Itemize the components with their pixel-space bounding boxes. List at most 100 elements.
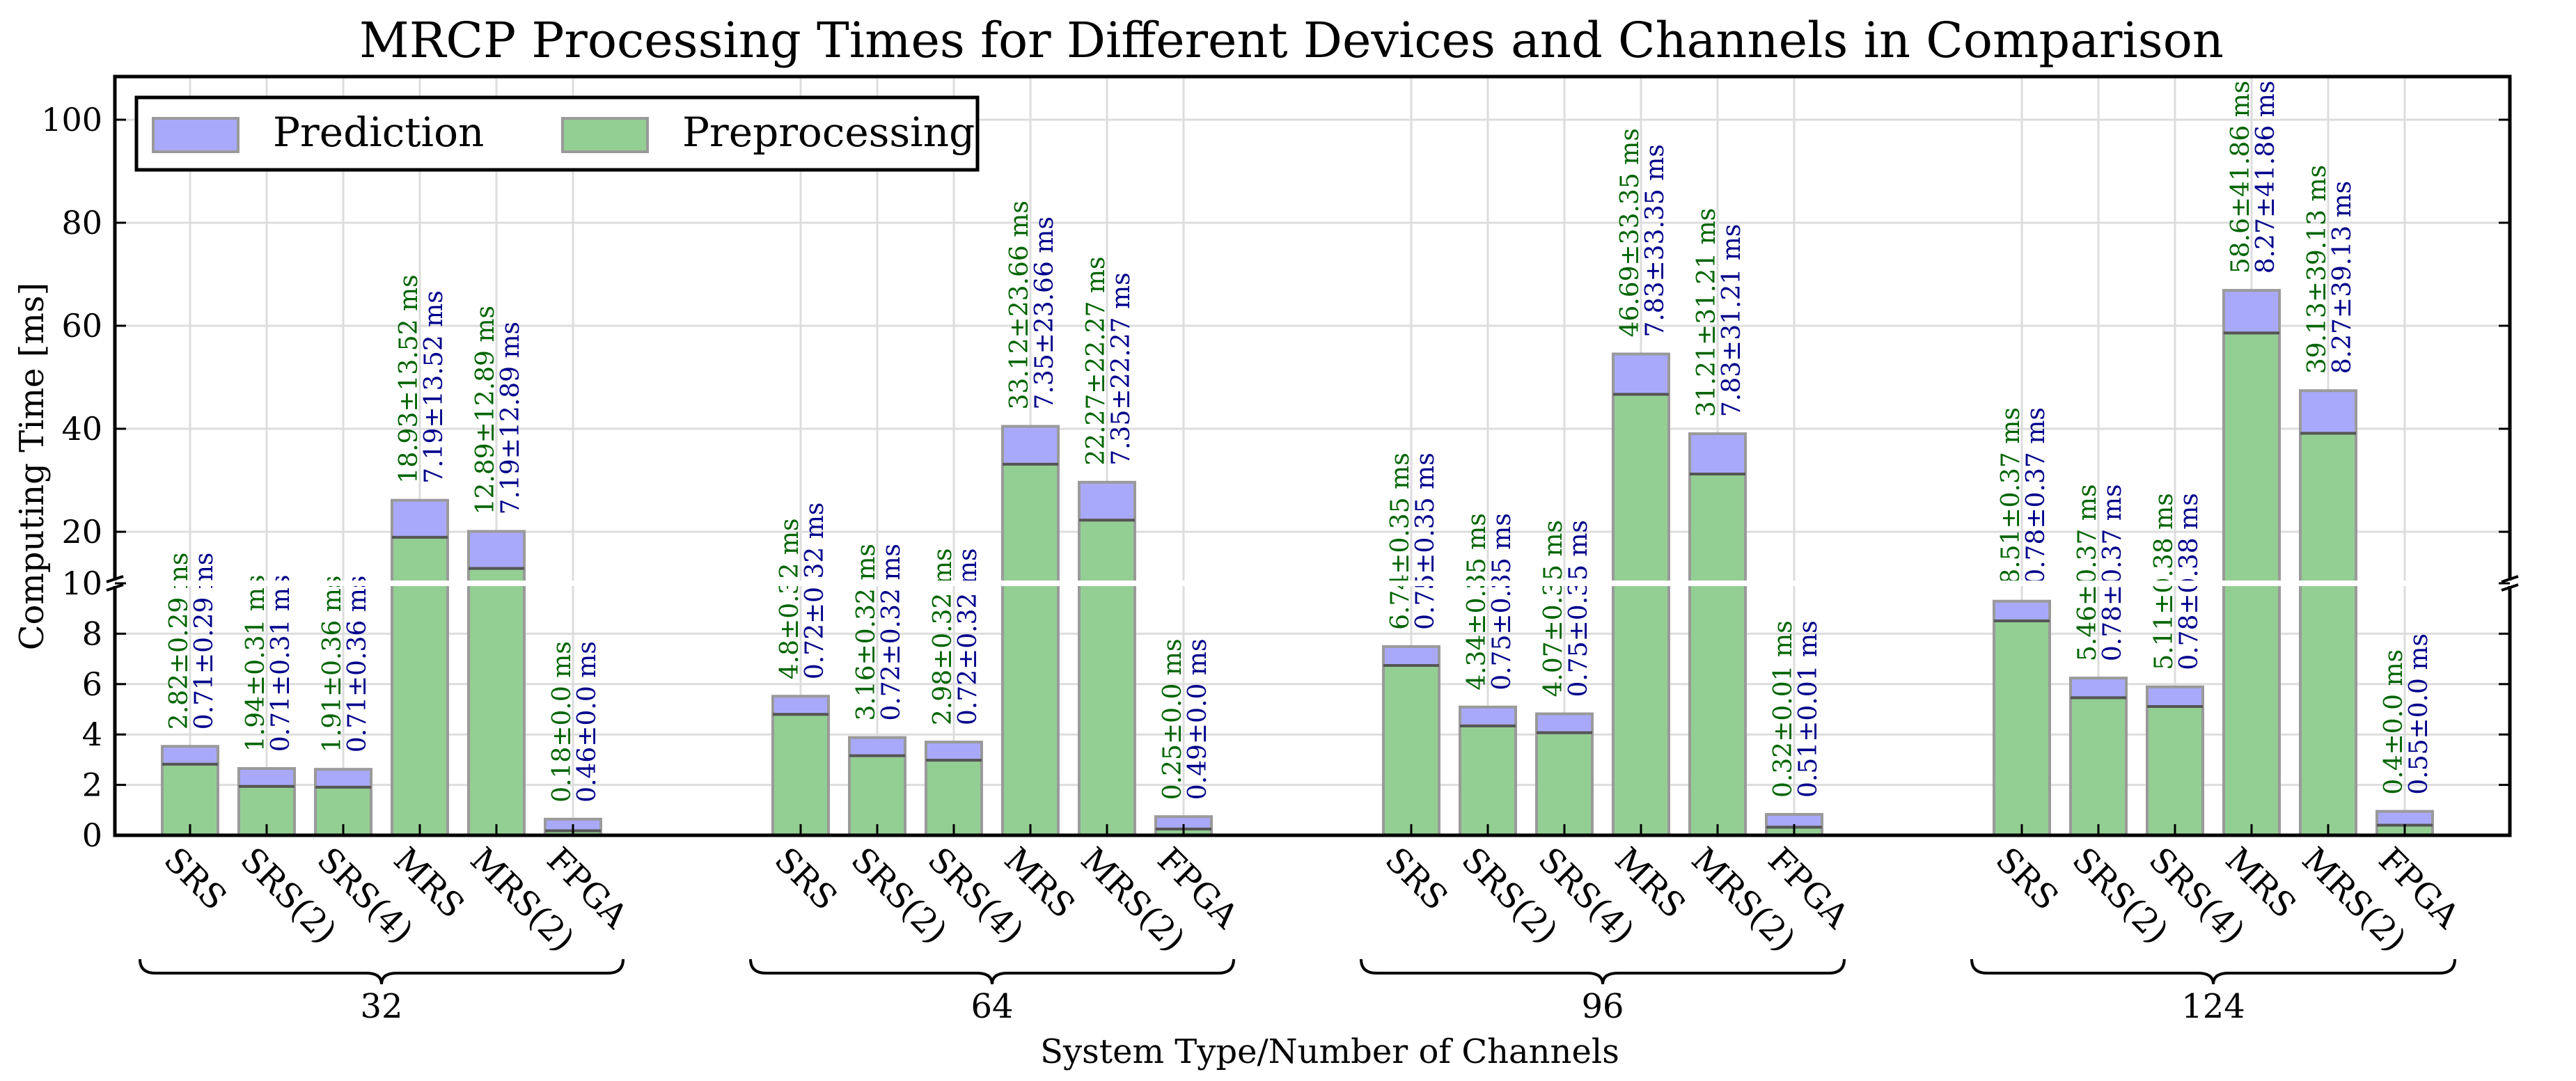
group-label: 96 <box>1581 987 1624 1026</box>
group-label: 124 <box>2181 987 2245 1026</box>
annotation-prediction: 8.27±41.86 ms <box>2252 81 2280 274</box>
annotation-preprocessing: 5.46±0.37 ms <box>2073 484 2102 662</box>
bar-prediction <box>1535 712 1594 734</box>
annotation-preprocessing: 4.8±0.32 ms <box>776 519 804 680</box>
y-tick-label: 8 <box>82 615 102 652</box>
y-tick-label: 10 <box>61 565 102 602</box>
bar-preprocessing <box>2069 696 2128 837</box>
x-axis-label: System Type/Number of Channels <box>1040 1032 1619 1071</box>
annotation-preprocessing: 4.34±0.35 ms <box>1463 513 1491 691</box>
annotation-preprocessing: 2.82±0.29 ms <box>165 553 194 730</box>
axis-break-mark <box>106 575 124 583</box>
axis-break-mark <box>2501 583 2519 592</box>
bar-preprocessing <box>771 713 830 837</box>
annotation-prediction: 0.55±0.0 ms <box>2405 633 2433 795</box>
axis-break <box>106 575 2519 592</box>
y-tick-label: 2 <box>82 766 102 804</box>
bar-preprocessing <box>1993 619 2051 837</box>
annotation-preprocessing: 3.16±0.32 ms <box>852 544 881 721</box>
bar-prediction <box>161 745 219 766</box>
annotation-prediction: 8.27±39.13 ms <box>2328 181 2357 374</box>
bar-prediction <box>1612 352 1670 396</box>
annotation-preprocessing: 1.94±0.31 ms <box>242 575 270 752</box>
bar-prediction <box>1078 480 1136 522</box>
annotation-prediction: 0.78±0.37 ms <box>2098 484 2127 662</box>
annotation-preprocessing: 22.27±22.27 ms <box>1082 256 1110 465</box>
annotation-preprocessing: 2.98±0.32 ms <box>929 549 957 726</box>
annotation-preprocessing: 8.51±0.37 ms <box>1997 407 2025 585</box>
annotation-preprocessing: 31.21±31.21 ms <box>1693 208 1721 417</box>
annotation-prediction: 0.71±0.29 ms <box>190 553 219 730</box>
bar-prediction <box>1382 645 1440 668</box>
bar-prediction <box>771 695 830 716</box>
x-tick-label: SRS <box>767 840 845 918</box>
legend-frame <box>134 95 980 172</box>
bar-prediction <box>2069 677 2128 700</box>
bar-preprocessing <box>2146 705 2204 837</box>
bar-prediction <box>1688 432 1747 476</box>
group-labels: 32 64 96 124 <box>139 958 2456 1026</box>
group-label: 64 <box>971 987 1013 1026</box>
legend-swatch-prediction <box>152 117 239 153</box>
x-tick-label: SRS <box>1378 840 1456 918</box>
bar-preprocessing <box>467 567 526 837</box>
annotation-prediction: 0.72±0.32 ms <box>954 549 982 726</box>
bars-layer <box>161 289 2434 837</box>
bar-preprocessing <box>1688 473 1747 837</box>
annotation-prediction: 7.83±31.21 ms <box>1718 224 1746 417</box>
annotation-prediction: 0.75±0.35 ms <box>1411 452 1440 630</box>
annotation-prediction: 0.46±0.0 ms <box>573 641 602 803</box>
bar-preprocessing <box>2299 432 2357 837</box>
annotation-prediction: 7.83±33.35 ms <box>1641 144 1670 337</box>
legend-swatch-preprocessing <box>561 117 649 153</box>
annotation-preprocessing: 0.4±0.0 ms <box>2380 649 2408 795</box>
bar-prediction <box>2222 289 2281 335</box>
y-axis-ticks: 0 2 4 6 8 10 20 40 60 80 100 <box>41 101 2510 854</box>
bar-preprocessing <box>1459 724 1517 837</box>
annotation-preprocessing: 12.89±12.89 ms <box>471 306 500 514</box>
annotation-prediction: 0.49±0.0 ms <box>1184 639 1212 800</box>
bar-prediction <box>1459 705 1517 727</box>
y-axis-label: Computing Time [ms] <box>13 283 52 650</box>
annotation-preprocessing: 6.74±0.35 ms <box>1386 452 1415 630</box>
annotation-prediction: 0.78±0.37 ms <box>2022 407 2050 585</box>
bar-prediction <box>2375 810 2434 827</box>
bar-prediction <box>314 768 372 789</box>
annotation-prediction: 7.35±22.27 ms <box>1107 272 1136 465</box>
bar-preprocessing <box>1382 664 1440 837</box>
y-tick-label: 6 <box>82 665 102 703</box>
bar-prediction <box>1993 599 2051 622</box>
bar-preprocessing <box>1535 731 1594 837</box>
bar-prediction <box>848 736 906 757</box>
annotation-preprocessing: 33.12±23.66 ms <box>1005 200 1034 409</box>
y-tick-label: 4 <box>82 716 102 753</box>
group-brace <box>139 958 625 985</box>
bar-prediction <box>2146 685 2204 709</box>
x-tick-label: SRS <box>157 840 235 918</box>
y-tick-label: 100 <box>41 101 102 139</box>
annotation-prediction: 0.72±0.32 ms <box>877 544 906 721</box>
annotation-preprocessing: 18.93±13.52 ms <box>395 274 423 483</box>
legend-label-prediction: Prediction <box>273 109 484 156</box>
group-brace <box>749 958 1235 985</box>
y-tick-label: 20 <box>61 513 102 551</box>
bar-prediction <box>2299 389 2357 435</box>
legend: Prediction Preprocessing <box>134 95 980 172</box>
annotation-prediction: 0.72±0.32 ms <box>801 503 829 680</box>
annotation-prediction: 7.19±13.52 ms <box>420 290 448 483</box>
bar-preprocessing <box>1612 393 1670 837</box>
group-brace <box>1970 958 2456 985</box>
axis-break-gap <box>109 581 2515 586</box>
axis-break-mark <box>2501 575 2519 583</box>
annotation-prediction: 0.51±0.01 ms <box>1794 620 1823 798</box>
annotation-prediction: 7.19±12.89 ms <box>496 322 525 514</box>
annotation-prediction: 0.75±0.35 ms <box>1488 513 1516 691</box>
annotation-prediction: 7.35±23.66 ms <box>1030 216 1059 409</box>
y-tick-label: 80 <box>61 204 102 242</box>
bar-preprocessing <box>1001 462 1060 837</box>
annotation-preprocessing: 4.07±0.35 ms <box>1539 520 1568 697</box>
bar-prediction <box>391 498 449 539</box>
bar-preprocessing <box>848 754 906 837</box>
